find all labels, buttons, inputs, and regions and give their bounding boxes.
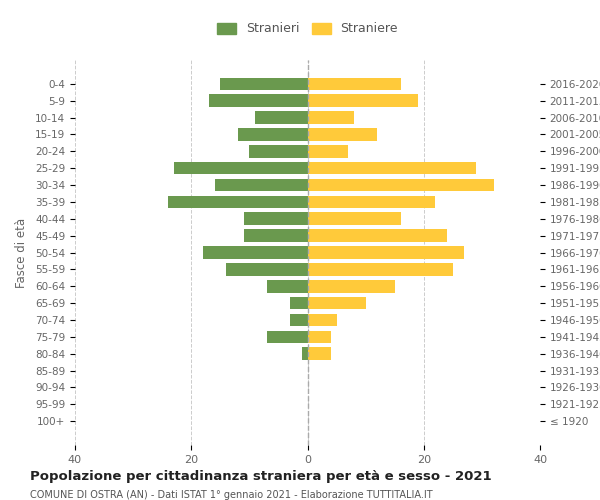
Bar [238,128,308,141]
Bar [267,330,308,343]
Bar [308,145,348,158]
Bar [255,111,308,124]
Bar [308,94,418,107]
Bar [174,162,308,174]
Bar [220,78,308,90]
Bar [168,196,308,208]
Bar [308,263,453,276]
Bar [209,94,308,107]
Y-axis label: Fasce di età: Fasce di età [15,218,28,288]
Bar [290,297,308,310]
Bar [267,280,308,292]
Bar [290,314,308,326]
Bar [244,230,308,242]
Bar [308,178,493,192]
Text: COMUNE DI OSTRA (AN) - Dati ISTAT 1° gennaio 2021 - Elaborazione TUTTITALIA.IT: COMUNE DI OSTRA (AN) - Dati ISTAT 1° gen… [30,490,433,500]
Bar [250,145,308,158]
Bar [308,162,476,174]
Bar [308,78,401,90]
Bar [226,263,308,276]
Bar [308,314,337,326]
Text: Popolazione per cittadinanza straniera per età e sesso - 2021: Popolazione per cittadinanza straniera p… [30,470,491,483]
Bar [308,128,377,141]
Bar [308,348,331,360]
Bar [308,230,447,242]
Legend: Stranieri, Straniere: Stranieri, Straniere [211,16,404,42]
Bar [215,178,308,192]
Bar [244,212,308,225]
Bar [308,330,331,343]
Bar [308,111,354,124]
Bar [308,280,395,292]
Bar [308,297,365,310]
Bar [308,212,401,225]
Bar [308,246,464,259]
Bar [308,196,436,208]
Bar [302,348,308,360]
Bar [203,246,308,259]
